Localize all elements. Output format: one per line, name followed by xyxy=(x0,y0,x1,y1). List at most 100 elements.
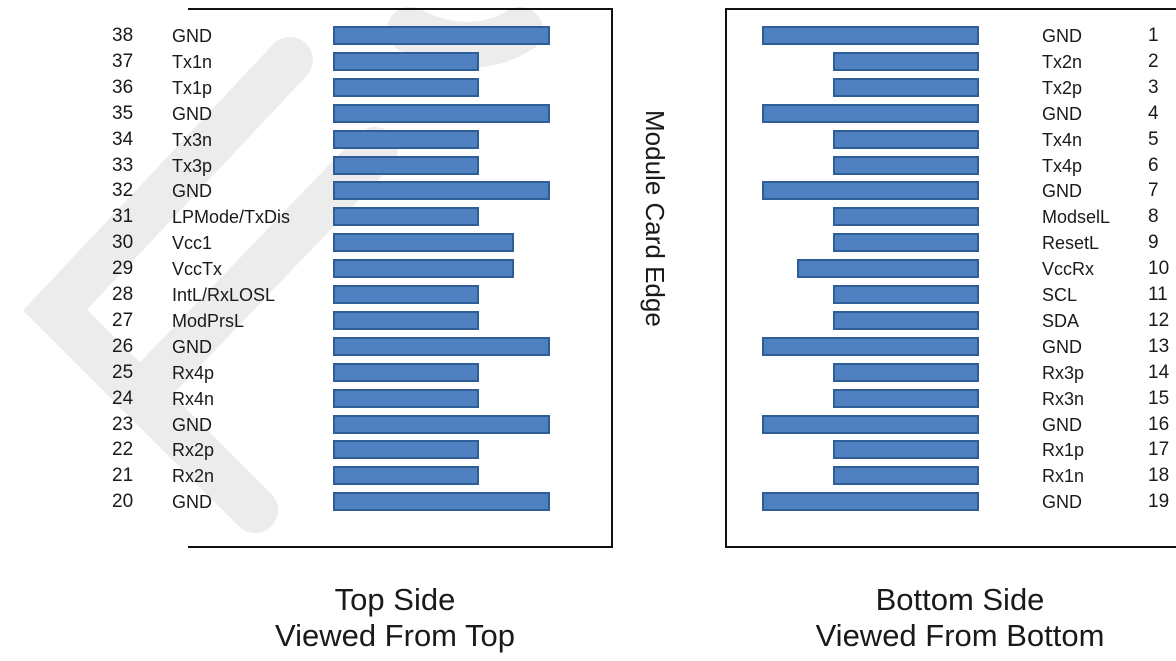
pin-row: 20 GND xyxy=(0,489,1176,515)
contact-pad xyxy=(762,181,979,201)
pin-row: 36 Tx1p xyxy=(0,75,1176,101)
pin-row: 7 GND xyxy=(0,178,1176,204)
pin-signal-name: GND xyxy=(1042,181,1082,202)
contact-pad xyxy=(333,285,479,304)
pin-signal-name: Rx3n xyxy=(1042,388,1085,409)
pin-row: 23 GND xyxy=(0,412,1176,438)
contact-pad xyxy=(762,414,979,434)
pin-number: 14 xyxy=(1148,361,1170,383)
pin-number: 32 xyxy=(112,180,134,202)
contact-pad xyxy=(333,155,479,175)
pin-row: 10 VccRx xyxy=(0,256,1176,282)
pin-row: 14 Rx3p xyxy=(0,360,1176,386)
pin-number: 4 xyxy=(1148,102,1159,124)
pin-number: 31 xyxy=(112,206,134,228)
pin-number: 24 xyxy=(112,387,134,409)
pin-signal-name: VccTx xyxy=(172,259,223,280)
contact-pad xyxy=(833,388,979,408)
pin-row: 13 GND xyxy=(0,334,1176,360)
pin-number: 2 xyxy=(1148,50,1159,72)
contact-pad xyxy=(333,51,479,71)
module-card-edge-label: Module Card Edge xyxy=(640,110,670,327)
pin-row: 27 ModPrsL xyxy=(0,308,1176,334)
pin-signal-name: SCL xyxy=(1042,285,1078,305)
pin-number: 11 xyxy=(1148,284,1168,305)
top-side-board-outline xyxy=(188,8,613,548)
contact-pad xyxy=(762,103,979,123)
contact-pad xyxy=(833,207,979,227)
pin-row: 19 GND xyxy=(0,489,1176,515)
pin-number: 28 xyxy=(112,284,134,305)
pin-number: 7 xyxy=(1148,180,1159,202)
contact-pad xyxy=(762,336,979,356)
pin-row: 32 GND xyxy=(0,178,1176,204)
bottom-side-caption-line2: Viewed From Bottom xyxy=(815,618,1105,653)
pin-signal-name: Tx1p xyxy=(172,77,213,98)
pin-signal-name: Rx2p xyxy=(172,440,215,461)
pin-row: 12 SDA xyxy=(0,308,1176,334)
pin-number: 33 xyxy=(112,154,134,176)
contact-pad xyxy=(333,233,514,253)
contact-pad xyxy=(333,207,479,227)
pin-signal-name: Tx2n xyxy=(1042,51,1083,72)
pin-signal-name: Tx4p xyxy=(1042,155,1083,176)
pin-signal-name: GND xyxy=(172,492,212,513)
contact-pad xyxy=(333,362,479,382)
pin-number: 3 xyxy=(1148,76,1159,98)
pin-signal-name: LPMode/TxDis xyxy=(172,207,291,228)
pin-row: 4 GND xyxy=(0,101,1176,127)
pin-signal-name: Rx1p xyxy=(1042,440,1085,461)
pin-row: 18 Rx1n xyxy=(0,463,1176,489)
pin-number: 5 xyxy=(1148,128,1159,150)
pin-row: 1 GND xyxy=(0,23,1176,49)
pin-row: 26 GND xyxy=(0,334,1176,360)
pin-signal-name: Rx2n xyxy=(172,466,215,487)
pin-number: 19 xyxy=(1148,491,1170,513)
pin-row: 22 Rx2p xyxy=(0,437,1176,463)
pin-row: 29 VccTx xyxy=(0,256,1176,282)
pin-number: 34 xyxy=(112,128,134,150)
pin-row: 11 SCL xyxy=(0,282,1176,308)
pin-signal-name: GND xyxy=(1042,26,1082,46)
pin-signal-name: GND xyxy=(172,26,212,46)
pin-signal-name: GND xyxy=(172,336,212,357)
top-side-caption-line2: Viewed From Top xyxy=(274,618,516,653)
contact-pad xyxy=(333,26,550,45)
pin-row: 30 Vcc1 xyxy=(0,230,1176,256)
pin-number: 13 xyxy=(1148,335,1170,357)
pin-row: 3 Tx2p xyxy=(0,75,1176,101)
pin-signal-name: GND xyxy=(1042,492,1082,513)
pin-number: 35 xyxy=(112,102,134,124)
pin-signal-name: Rx1n xyxy=(1042,466,1085,487)
pin-signal-name: ModPrsL xyxy=(172,310,245,331)
contact-pad xyxy=(333,103,550,123)
contact-pad xyxy=(333,388,479,408)
contact-pad xyxy=(797,259,979,279)
pin-number: 9 xyxy=(1148,232,1159,254)
top-side-caption: Top Side Viewed From Top xyxy=(230,582,560,654)
pin-signal-name: Tx4n xyxy=(1042,129,1083,150)
pin-row: 31 LPMode/TxDis xyxy=(0,204,1176,230)
pin-number: 16 xyxy=(1148,413,1170,435)
pin-row: 35 GND xyxy=(0,101,1176,127)
pin-signal-name: GND xyxy=(1042,336,1082,357)
contact-pad xyxy=(333,492,550,512)
pin-signal-name: GND xyxy=(1042,103,1082,124)
pin-number: 25 xyxy=(112,361,134,383)
pin-row: 9 ResetL xyxy=(0,230,1176,256)
pin-row: 8 ModselL xyxy=(0,204,1176,230)
contact-pad xyxy=(833,362,979,382)
pin-signal-name: GND xyxy=(172,103,212,124)
pin-number: 29 xyxy=(112,258,134,280)
contact-pad xyxy=(333,310,479,330)
pin-row: 33 Tx3p xyxy=(0,153,1176,179)
pin-row: 15 Rx3n xyxy=(0,386,1176,412)
pin-number: 1 xyxy=(1148,25,1159,46)
pin-row: 25 Rx4p xyxy=(0,360,1176,386)
contact-pad xyxy=(833,51,979,71)
contact-pad xyxy=(333,77,479,97)
contact-pad xyxy=(833,285,979,304)
pin-number: 15 xyxy=(1148,387,1170,409)
pin-number: 26 xyxy=(112,335,134,357)
